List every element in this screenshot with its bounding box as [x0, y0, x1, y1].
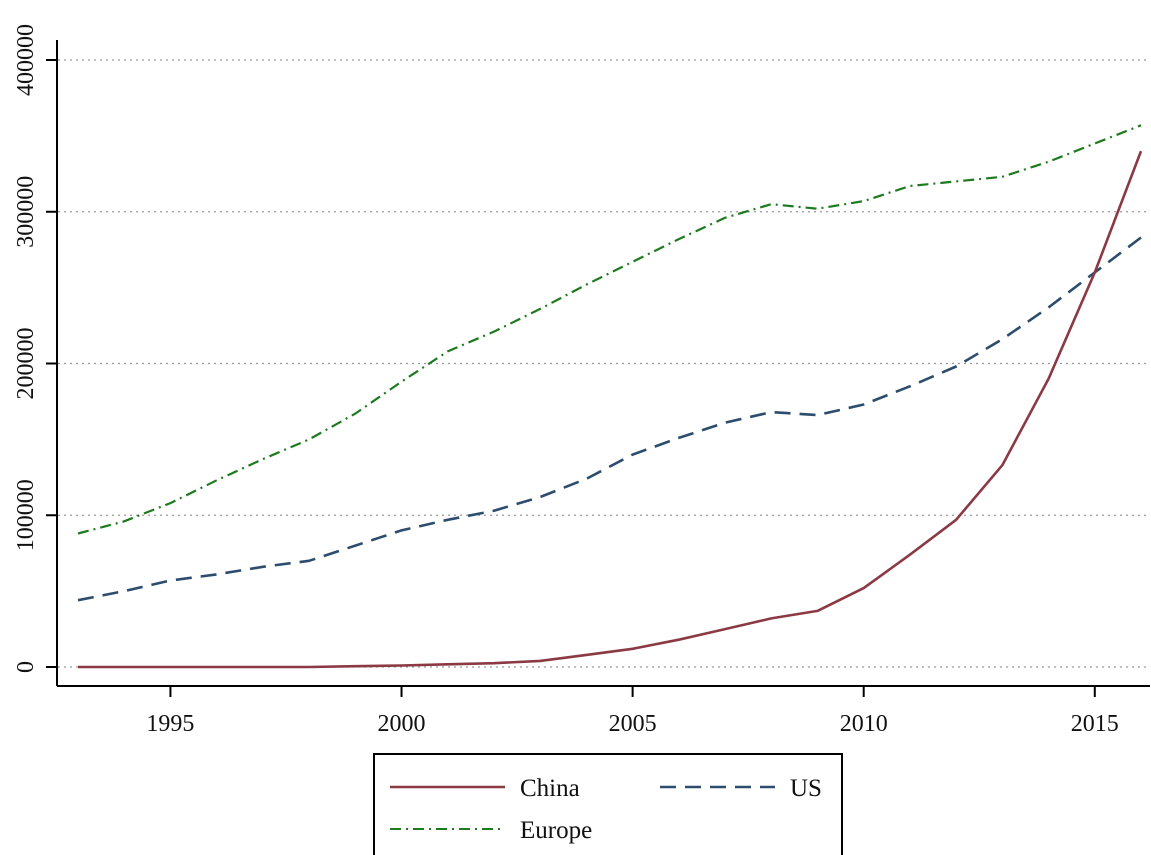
- y-tick-label: 200000: [13, 328, 39, 400]
- x-ticks: 1995 2000 2005 2010 2015: [146, 686, 1119, 737]
- x-tick-label: 2010: [840, 711, 888, 737]
- legend-box: [373, 753, 843, 855]
- y-ticks: 0 100000 200000 300000 400000: [13, 24, 57, 673]
- x-tick-label: 2000: [378, 711, 426, 737]
- y-tick-label: 0: [13, 661, 39, 673]
- y-tick-label: 300000: [13, 176, 39, 248]
- series-lines: [77, 124, 1143, 669]
- series-line-europe: [77, 124, 1142, 535]
- legend-label-china: China: [520, 775, 580, 802]
- legend: China US Europe: [373, 753, 843, 855]
- y-tick-label: 100000: [13, 479, 39, 551]
- y-tick-label: 400000: [13, 24, 39, 96]
- legend-label-europe: Europe: [520, 817, 592, 844]
- series-line-us: [77, 236, 1142, 602]
- x-tick-label: 1995: [146, 711, 194, 737]
- series-line-china: [78, 150, 1143, 669]
- legend-label-us: US: [790, 775, 822, 802]
- gridlines: [58, 59, 1150, 668]
- x-tick-label: 2015: [1071, 711, 1119, 737]
- x-tick-label: 2005: [609, 711, 657, 737]
